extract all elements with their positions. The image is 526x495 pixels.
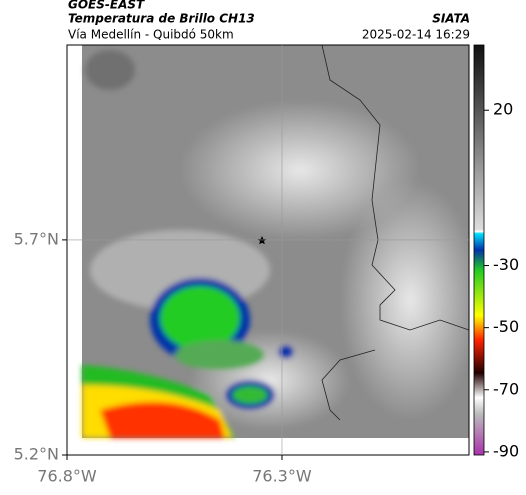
colorbar-tick-label: -30 (493, 255, 519, 274)
y-tick-label: 5.2°N (14, 445, 59, 464)
header: GOES-EAST Temperatura de Brillo CH13 Vía… (68, 0, 470, 42)
satellite-image (82, 44, 480, 438)
colorbar (473, 44, 485, 456)
colorbar-tick-label: -70 (493, 379, 519, 398)
product: GOES-EAST (68, 0, 145, 12)
subtitle: Vía Medellín - Quibdó 50km (68, 28, 234, 42)
x-tick-label: 76.3°W (252, 467, 312, 486)
source: SIATA (432, 12, 470, 26)
colorbar-tick-label: 20 (493, 100, 513, 119)
colorbar-tick-label: -50 (493, 317, 519, 336)
x-tick-label: 76.8°W (37, 467, 97, 486)
title: Temperatura de Brillo CH13 (68, 12, 255, 26)
y-tick-label: 5.7°N (14, 229, 59, 248)
datetime: 2025-02-14 16:29 (362, 28, 470, 42)
map-frame (66, 44, 470, 456)
colorbar-tick-label: -90 (493, 441, 519, 460)
